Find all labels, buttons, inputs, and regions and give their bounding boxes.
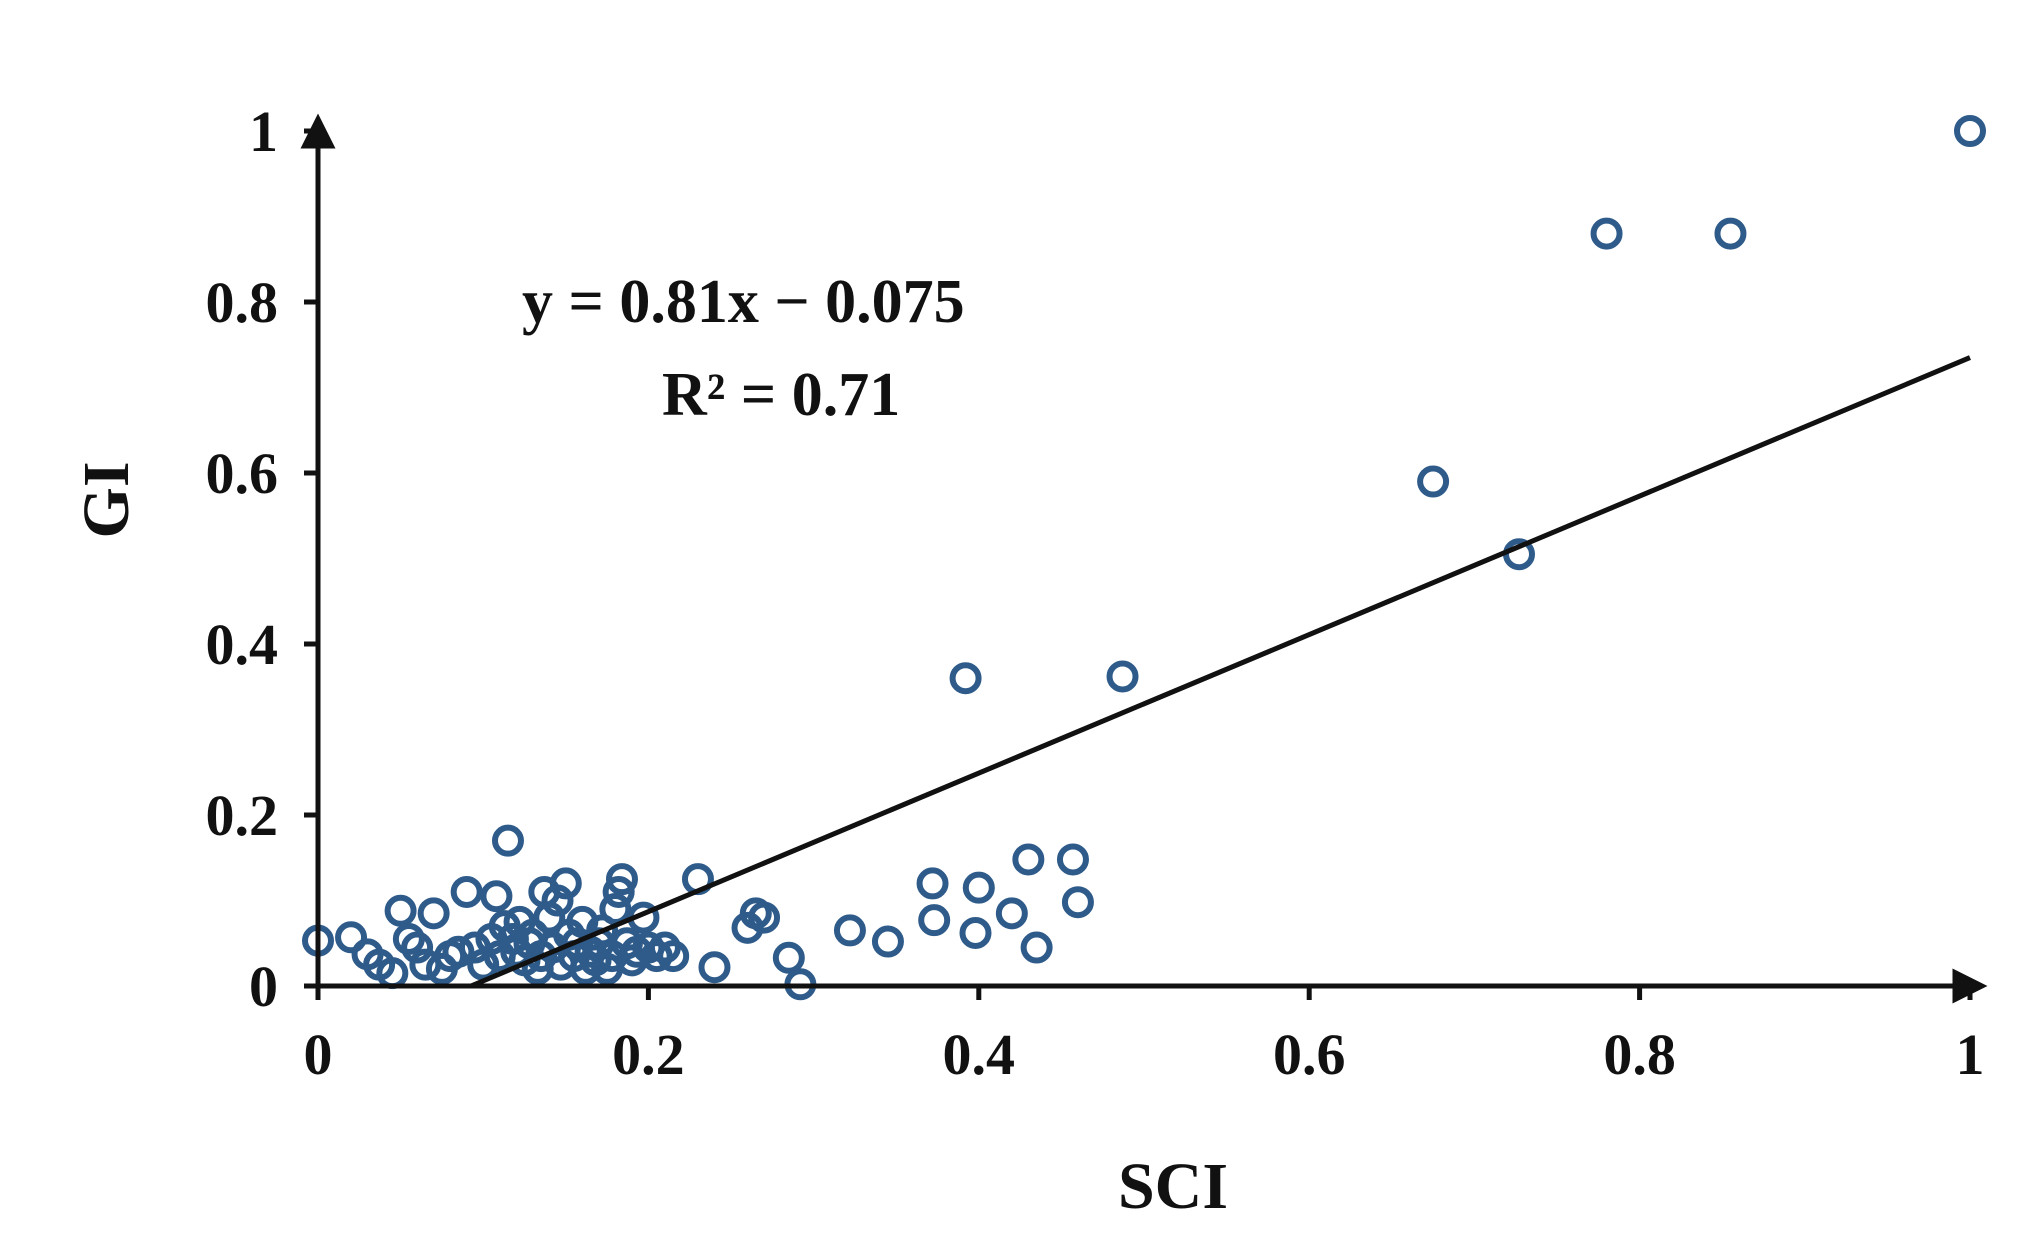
data-point bbox=[384, 894, 417, 927]
data-point bbox=[602, 875, 635, 908]
data-point bbox=[549, 867, 582, 900]
data-point bbox=[335, 921, 368, 954]
data-point bbox=[918, 904, 951, 937]
data-point bbox=[1417, 465, 1450, 498]
y-axis-ticks: 0 0.2 0.4 0.6 0.8 1 bbox=[206, 99, 318, 1019]
data-point bbox=[480, 880, 513, 913]
data-point bbox=[1061, 886, 1094, 919]
data-point bbox=[450, 875, 483, 908]
y-tick-label: 0.6 bbox=[206, 441, 279, 506]
data-point bbox=[417, 897, 450, 930]
data-point bbox=[1020, 931, 1053, 964]
data-point bbox=[533, 901, 566, 934]
x-axis-ticks: 0 0.2 0.4 0.6 0.8 1 bbox=[304, 986, 1985, 1087]
data-point bbox=[833, 914, 866, 947]
data-point bbox=[392, 922, 425, 955]
x-tick-label: 0 bbox=[304, 1022, 333, 1087]
data-point bbox=[640, 940, 673, 973]
data-point bbox=[698, 951, 731, 984]
data-point bbox=[605, 863, 638, 896]
data-point bbox=[871, 925, 904, 958]
data-point bbox=[748, 901, 781, 934]
y-axis-title: GI bbox=[70, 461, 143, 538]
x-tick-label: 0.8 bbox=[1603, 1022, 1676, 1087]
data-point bbox=[491, 824, 524, 857]
data-point bbox=[1954, 115, 1986, 147]
data-point bbox=[772, 941, 805, 974]
x-axis-title: SCI bbox=[1118, 1150, 1228, 1223]
data-point bbox=[657, 940, 690, 973]
data-point bbox=[1106, 660, 1139, 693]
data-point bbox=[401, 931, 434, 964]
data-point bbox=[949, 662, 982, 695]
data-point bbox=[541, 884, 574, 917]
y-tick-label: 0.4 bbox=[206, 612, 279, 677]
x-tick-label: 0.6 bbox=[1273, 1022, 1346, 1087]
x-tick-label: 1 bbox=[1956, 1022, 1985, 1087]
data-point bbox=[1714, 217, 1747, 250]
data-point bbox=[599, 893, 632, 926]
data-point bbox=[916, 867, 949, 900]
data-point bbox=[442, 935, 475, 968]
trendline bbox=[470, 355, 1971, 989]
data-point bbox=[995, 897, 1028, 930]
equation-label: y = 0.81x − 0.075 bbox=[522, 268, 965, 336]
y-tick-label: 0.8 bbox=[206, 270, 279, 335]
data-point bbox=[1056, 843, 1089, 876]
data-point bbox=[1012, 843, 1045, 876]
r-squared-label: R² = 0.71 bbox=[662, 361, 900, 429]
y-tick-label: 0 bbox=[249, 954, 278, 1019]
y-tick-label: 1 bbox=[249, 99, 278, 164]
x-tick-label: 0.4 bbox=[943, 1022, 1016, 1087]
x-tick-label: 0.2 bbox=[612, 1022, 685, 1087]
y-tick-label: 0.2 bbox=[206, 783, 279, 848]
data-point bbox=[648, 931, 681, 964]
data-point bbox=[959, 916, 992, 949]
data-point bbox=[962, 871, 995, 904]
data-point bbox=[1590, 217, 1623, 250]
data-points bbox=[302, 115, 1986, 1001]
